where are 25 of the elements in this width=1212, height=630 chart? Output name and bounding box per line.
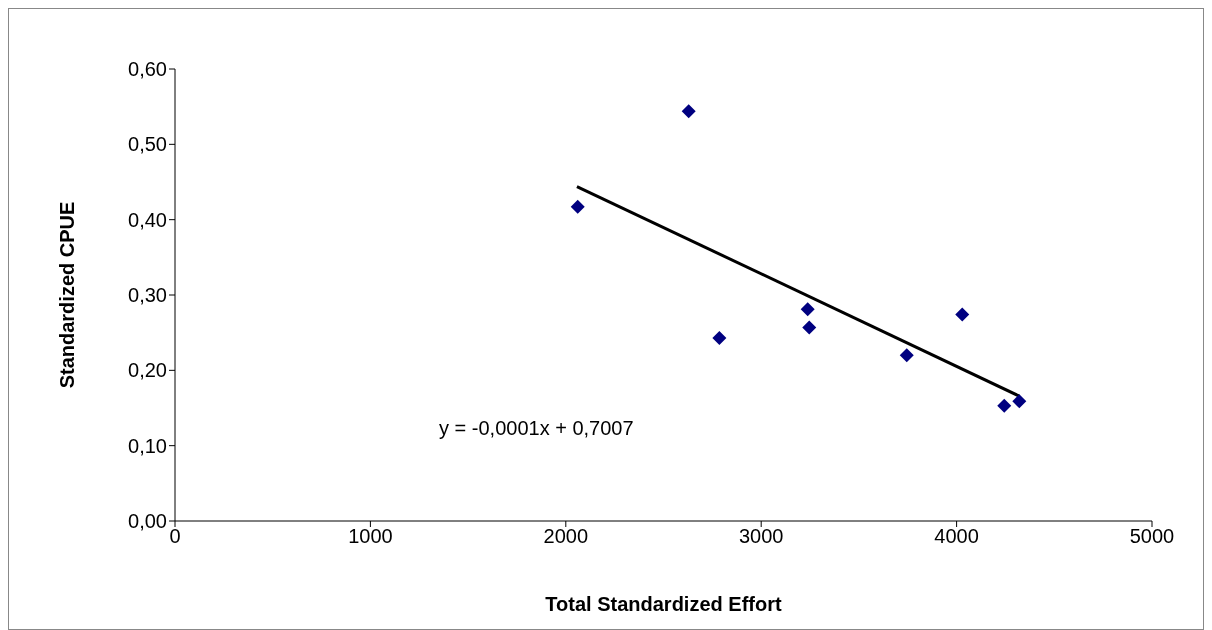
- point: [681, 104, 696, 119]
- y-tick-label: 0,00: [128, 510, 167, 533]
- y-tick-label: 0,30: [128, 284, 167, 307]
- point: [997, 398, 1012, 413]
- y-tick-label: 0,10: [128, 434, 167, 457]
- y-tick-label: 0,20: [128, 359, 167, 382]
- x-tick-label: 2000: [543, 525, 589, 548]
- point: [800, 302, 815, 317]
- x-tick-label: 5000: [1129, 525, 1175, 548]
- y-tick-label: 0,40: [128, 208, 167, 231]
- point: [955, 307, 970, 322]
- point: [1012, 394, 1027, 409]
- point: [712, 330, 727, 345]
- point: [899, 348, 914, 363]
- x-tick-label: 3000: [738, 525, 784, 548]
- point: [802, 320, 817, 335]
- x-tick-label: 4000: [934, 525, 979, 548]
- point: [570, 199, 585, 214]
- y-tick-label: 0,60: [128, 58, 167, 81]
- x-tick-label: 0: [169, 525, 181, 548]
- x-tick-label: 1000: [348, 525, 393, 548]
- x-axis-title: Total Standardized Effort: [545, 593, 782, 615]
- y-tick-label: 0,50: [128, 133, 167, 156]
- annotation: y = -0,0001x + 0,7007: [439, 417, 634, 440]
- y-axis-title: Standardized CPUE: [56, 201, 79, 389]
